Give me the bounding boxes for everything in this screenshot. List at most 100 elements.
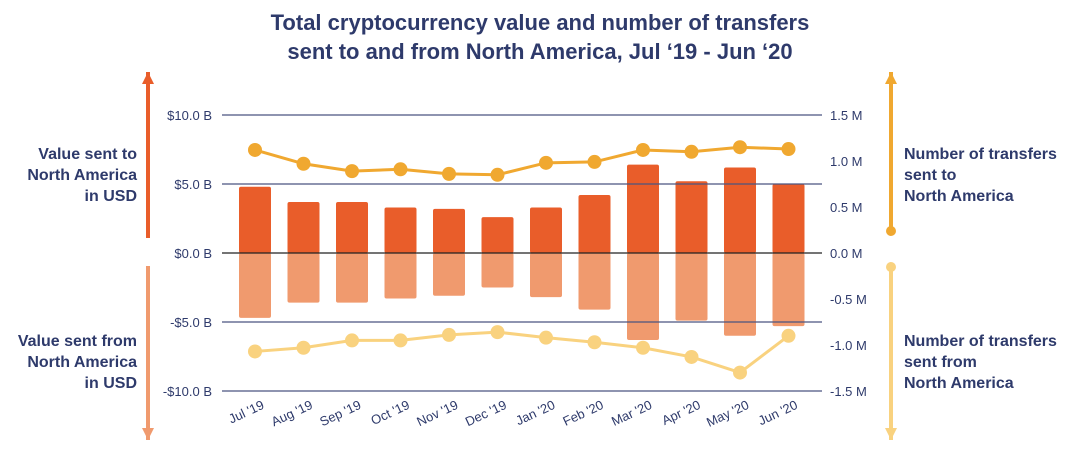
label-line: in USD bbox=[84, 375, 137, 392]
point-transfers-to bbox=[296, 156, 311, 171]
bar-value-from bbox=[675, 253, 708, 321]
bar-value-to bbox=[530, 207, 562, 253]
point-transfers-to bbox=[345, 164, 359, 179]
point-transfers-from bbox=[587, 335, 602, 350]
left-tick-label: $0.0 B bbox=[174, 246, 212, 261]
point-transfers-from bbox=[296, 340, 311, 355]
left-tick-label: -$5.0 B bbox=[170, 315, 212, 330]
arrow-value-from-head bbox=[142, 428, 154, 440]
point-transfers-from bbox=[248, 344, 262, 359]
label-line: North America bbox=[27, 167, 137, 184]
x-tick-label: Oct '19 bbox=[368, 397, 411, 428]
right-tick-label: 1.5 M bbox=[830, 108, 863, 123]
x-tick-label: Apr '20 bbox=[659, 397, 702, 428]
bar-value-from bbox=[287, 253, 320, 303]
x-tick-label: Aug '19 bbox=[269, 397, 315, 429]
point-transfers-from bbox=[636, 340, 650, 355]
bar-value-to bbox=[578, 195, 611, 253]
bar-value-from bbox=[336, 253, 368, 303]
left-tick-label: $10.0 B bbox=[167, 108, 212, 123]
bar-value-to bbox=[724, 167, 756, 253]
bar-value-from bbox=[578, 253, 611, 310]
left-tick-label: $5.0 B bbox=[174, 177, 212, 192]
bar-value-from bbox=[433, 253, 465, 296]
bar-value-to bbox=[675, 181, 708, 253]
label-value-sent-from: Value sent from North America in USD bbox=[0, 331, 137, 394]
point-transfers-from bbox=[490, 325, 505, 340]
label-line: Number of transfers bbox=[904, 146, 1057, 163]
label-line: North America bbox=[904, 375, 1014, 392]
point-transfers-to bbox=[539, 155, 553, 170]
bar-value-from bbox=[481, 253, 514, 288]
x-tick-label: Nov '19 bbox=[414, 397, 460, 429]
x-tick-label: Jan '20 bbox=[513, 397, 557, 428]
bar-value-from bbox=[724, 253, 756, 336]
point-transfers-to bbox=[781, 142, 796, 157]
label-line: Value sent to bbox=[38, 146, 137, 163]
arrow-transfers-from-head bbox=[885, 428, 897, 440]
bar-value-to bbox=[336, 201, 368, 253]
x-tick-label: Jun '20 bbox=[756, 397, 800, 428]
bar-value-to bbox=[239, 186, 271, 253]
point-transfers-from bbox=[393, 333, 408, 348]
right-tick-label: 0.0 M bbox=[830, 246, 863, 261]
point-transfers-to bbox=[636, 142, 650, 157]
bar-value-from bbox=[627, 253, 659, 340]
arrow-transfers-to-head bbox=[885, 72, 897, 84]
bar-value-to bbox=[627, 164, 659, 253]
point-transfers-from bbox=[345, 333, 359, 348]
label-line: North America bbox=[904, 188, 1014, 205]
x-tick-label: Jul '19 bbox=[226, 397, 266, 426]
label-transfers-sent-from: Number of transfers sent from North Amer… bbox=[904, 331, 1057, 394]
label-line: North America bbox=[27, 354, 137, 371]
left-tick-label: -$10.0 B bbox=[163, 384, 212, 399]
point-transfers-to bbox=[393, 162, 408, 177]
point-transfers-from bbox=[442, 327, 456, 342]
arrow-transfers-to-dot bbox=[886, 226, 896, 236]
x-tick-label: Sep '19 bbox=[317, 397, 363, 429]
right-tick-label: -0.5 M bbox=[830, 292, 867, 307]
point-transfers-to bbox=[587, 154, 602, 169]
title-line-2: sent to and from North America, Jul ‘19 … bbox=[287, 39, 793, 64]
bar-value-to bbox=[287, 201, 320, 253]
bar-value-from bbox=[384, 253, 417, 299]
point-transfers-from bbox=[733, 365, 747, 380]
x-tick-label: Mar '20 bbox=[609, 397, 654, 429]
line-transfers-from bbox=[254, 330, 790, 375]
point-transfers-from bbox=[684, 349, 699, 364]
point-transfers-to bbox=[490, 167, 505, 182]
label-transfers-sent-to: Number of transfers sent to North Americ… bbox=[904, 144, 1057, 207]
bar-value-from bbox=[239, 253, 271, 318]
right-tick-label: 1.0 M bbox=[830, 154, 863, 169]
label-line: sent from bbox=[904, 354, 977, 371]
label-value-sent-to: Value sent to North America in USD bbox=[0, 144, 137, 207]
x-tick-label: Dec '19 bbox=[463, 397, 509, 429]
right-tick-label: 0.5 M bbox=[830, 200, 863, 215]
label-line: Number of transfers bbox=[904, 333, 1057, 350]
bar-value-from bbox=[772, 253, 805, 327]
point-transfers-from bbox=[781, 328, 796, 343]
bar-value-from bbox=[530, 253, 562, 298]
bar-value-to bbox=[433, 208, 465, 253]
right-tick-label: -1.0 M bbox=[830, 338, 867, 353]
point-transfers-to bbox=[442, 166, 456, 181]
point-transfers-to bbox=[733, 140, 747, 155]
bar-value-to bbox=[772, 184, 805, 253]
line-transfers-to bbox=[254, 145, 789, 177]
point-transfers-from bbox=[539, 330, 553, 345]
x-tick-label: Feb '20 bbox=[560, 397, 605, 429]
arrow-transfers-from-dot bbox=[886, 262, 896, 272]
chart-title: Total cryptocurrency value and number of… bbox=[0, 8, 1080, 66]
point-transfers-to bbox=[684, 144, 699, 159]
bar-value-to bbox=[384, 207, 417, 253]
bar-value-to bbox=[481, 217, 514, 253]
right-tick-label: -1.5 M bbox=[830, 384, 867, 399]
label-line: Value sent from bbox=[17, 333, 137, 350]
label-line: in USD bbox=[84, 188, 137, 205]
title-line-1: Total cryptocurrency value and number of… bbox=[270, 10, 810, 35]
label-line: sent to bbox=[904, 167, 957, 184]
point-transfers-to bbox=[248, 142, 262, 157]
arrow-value-to-head bbox=[142, 72, 154, 84]
